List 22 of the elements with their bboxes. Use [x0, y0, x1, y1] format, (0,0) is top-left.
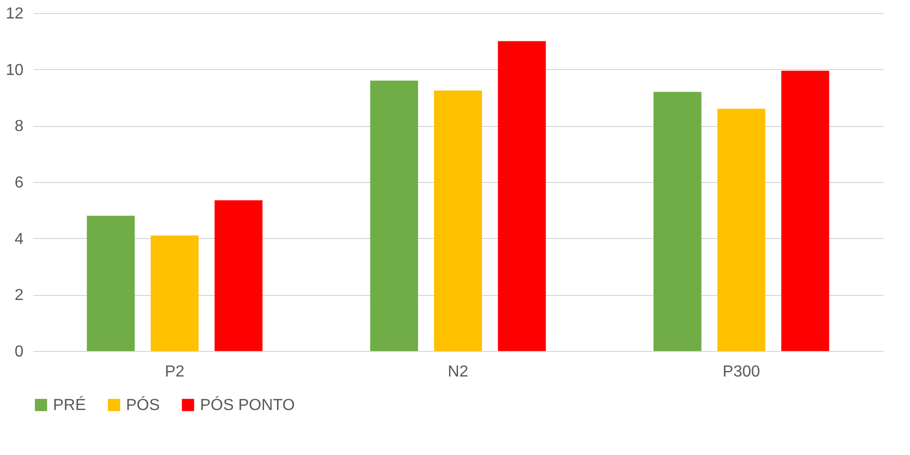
y-tick-label: 6: [14, 174, 24, 192]
bar: [781, 70, 830, 351]
y-tick-label: 4: [14, 230, 24, 248]
y-tick-label: 10: [6, 62, 24, 79]
y-tick-label: 2: [14, 287, 24, 304]
x-tick-label: P2: [164, 364, 185, 380]
y-tick-label: 8: [14, 118, 24, 136]
bar: [717, 108, 766, 351]
bar: [86, 216, 135, 351]
legend-label: PÓS PONTO: [200, 396, 295, 414]
x-tick-label: N2: [448, 364, 468, 380]
bar: [434, 90, 482, 351]
legend-label: PRÉ: [53, 396, 86, 414]
bar: [150, 236, 199, 351]
bar: [654, 92, 702, 351]
bar: [370, 80, 418, 351]
bar: [214, 200, 262, 351]
legend-label: PÓS: [126, 396, 160, 414]
x-tick-label: P300: [722, 364, 760, 380]
y-tick-label: 0: [14, 344, 24, 360]
y-tick-label: 12: [6, 6, 24, 22]
bar: [498, 41, 546, 351]
